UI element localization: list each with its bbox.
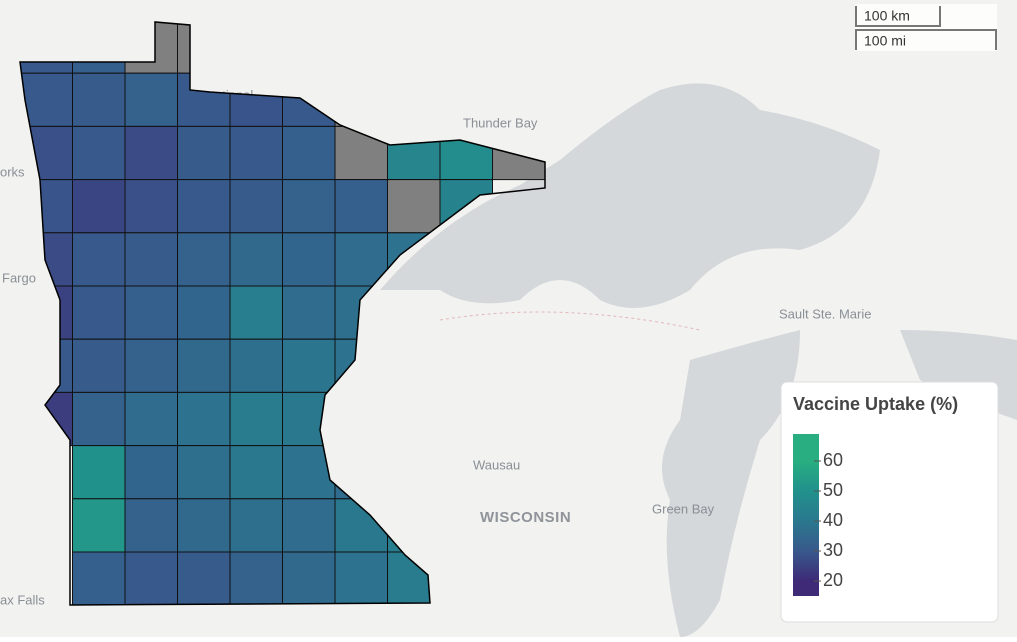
region-cell [124, 551, 178, 605]
region-cell [229, 551, 283, 605]
region-cell [177, 179, 231, 234]
region-cell [282, 498, 336, 553]
legend-title: Vaccine Uptake (%) [793, 394, 958, 414]
scale-km [855, 6, 941, 27]
lake-superior [380, 83, 880, 308]
place-label: Wausau [473, 457, 520, 472]
region-cell [72, 125, 126, 181]
region-cell [124, 391, 178, 447]
scale-bg [855, 4, 997, 51]
region-cell [124, 445, 178, 500]
region-cell [177, 285, 231, 340]
lake-michigan [662, 330, 800, 637]
legend-tick-label: 20 [823, 570, 843, 590]
legend-tick-label: 40 [823, 510, 843, 530]
region-cell [229, 125, 283, 181]
legend: Vaccine Uptake (%) 20 30 40 50 60 [780, 381, 999, 623]
place-label: ax Falls [0, 592, 45, 607]
region-cell [282, 125, 336, 181]
region-cell [387, 179, 441, 234]
legend-tick-label: 60 [823, 450, 843, 470]
scale-mi [855, 29, 997, 50]
region-cell [72, 338, 126, 393]
place-label: Fargo [2, 270, 36, 285]
region-cell [229, 338, 283, 393]
place-label: Thunder Bay [463, 115, 538, 130]
region-cell [177, 232, 231, 287]
region-cell [124, 179, 178, 234]
region-cell [282, 179, 336, 234]
legend-tick-label: 50 [823, 480, 843, 500]
region-cell [282, 285, 336, 340]
region-cell [72, 232, 126, 287]
place-label: Green Bay [652, 501, 715, 516]
region-cell [177, 498, 231, 553]
colorbar-ramp [793, 434, 819, 596]
region-cell [334, 232, 388, 287]
region-cell [124, 285, 178, 340]
region-cell [72, 551, 126, 605]
region-cell [229, 179, 283, 234]
scale-bar: 100 km 100 mi [855, 4, 997, 51]
region-cell [124, 125, 178, 181]
scale-km-label: 100 km [864, 8, 910, 24]
region-cell [72, 498, 126, 553]
place-label: orks [0, 164, 25, 179]
region-cell [229, 445, 283, 500]
place-label: Sault Ste. Marie [779, 306, 872, 321]
region-cell [229, 498, 283, 553]
region-cell [72, 285, 126, 340]
place-label: WISCONSIN [480, 509, 571, 526]
region-cell [282, 232, 336, 287]
region-cell [229, 391, 283, 447]
region-cell [229, 285, 283, 340]
region-cell [72, 445, 126, 500]
border [439, 311, 701, 331]
region-cell [124, 72, 178, 127]
region-cell [282, 338, 336, 393]
region-cell [177, 445, 231, 500]
region-cell [177, 338, 231, 393]
legend-tick-label: 30 [823, 540, 843, 560]
region-cell [282, 551, 336, 605]
region-cell [124, 498, 178, 553]
region-cell [124, 338, 178, 393]
region-cell [177, 391, 231, 447]
scale-mi-label: 100 mi [864, 33, 906, 49]
region-cell [229, 232, 283, 287]
region-cell [72, 72, 126, 127]
region-cell [334, 551, 388, 605]
colorbar: 20 30 40 50 60 [793, 434, 843, 596]
region-cell [334, 179, 388, 234]
region-cell [177, 551, 231, 605]
region-cell [72, 179, 126, 234]
legend-box [780, 381, 999, 623]
region-cell [177, 125, 231, 181]
region-cell [124, 232, 178, 287]
region-cell [72, 391, 126, 447]
state-outline [19, 21, 546, 606]
